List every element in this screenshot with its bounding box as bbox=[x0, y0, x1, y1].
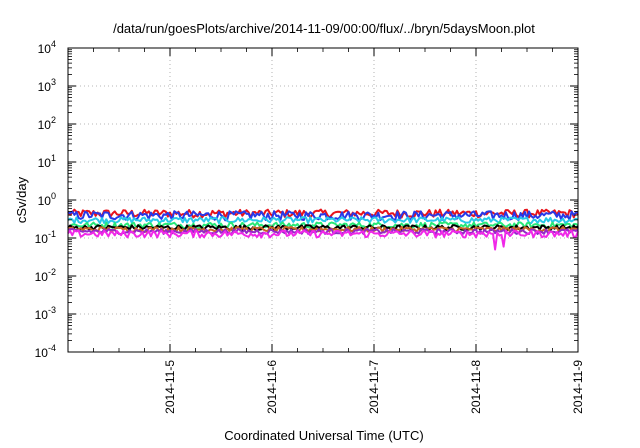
y-tick-label: 10-1 bbox=[35, 229, 56, 246]
x-tick-label: 2014-11-9 bbox=[571, 360, 585, 414]
x-tick-label: 2014-11-5 bbox=[163, 360, 177, 414]
grid-lines bbox=[68, 48, 578, 352]
x-tick-label: 2014-11-6 bbox=[265, 360, 279, 414]
series-line-0 bbox=[67, 208, 579, 219]
y-tick-label: 10-2 bbox=[35, 267, 56, 284]
x-tick-label: 2014-11-8 bbox=[469, 360, 483, 414]
y-tick-label: 10-3 bbox=[35, 305, 56, 322]
y-tick-label: 102 bbox=[38, 115, 56, 132]
chart-title: /data/run/goesPlots/archive/2014-11-09/0… bbox=[113, 21, 535, 36]
y-tick-label: 10-4 bbox=[35, 343, 56, 360]
tick-labels: 10-4 10-3 10-2 10-1 100 101 102 103 104 2014-11-5… bbox=[35, 39, 585, 414]
y-tick-label: 103 bbox=[38, 77, 56, 94]
y-axis-title: cSv/day bbox=[14, 176, 29, 223]
data-series bbox=[67, 208, 579, 251]
x-tick-label: 2014-11-7 bbox=[367, 360, 381, 414]
y-tick-label: 101 bbox=[38, 153, 56, 170]
x-axis-title: Coordinated Universal Time (UTC) bbox=[224, 428, 423, 443]
y-tick-label: 100 bbox=[38, 191, 56, 208]
series-line-7 bbox=[67, 229, 579, 251]
series-line-2 bbox=[67, 216, 579, 225]
y-tick-label: 104 bbox=[38, 39, 56, 56]
axis-ticks bbox=[68, 47, 579, 353]
